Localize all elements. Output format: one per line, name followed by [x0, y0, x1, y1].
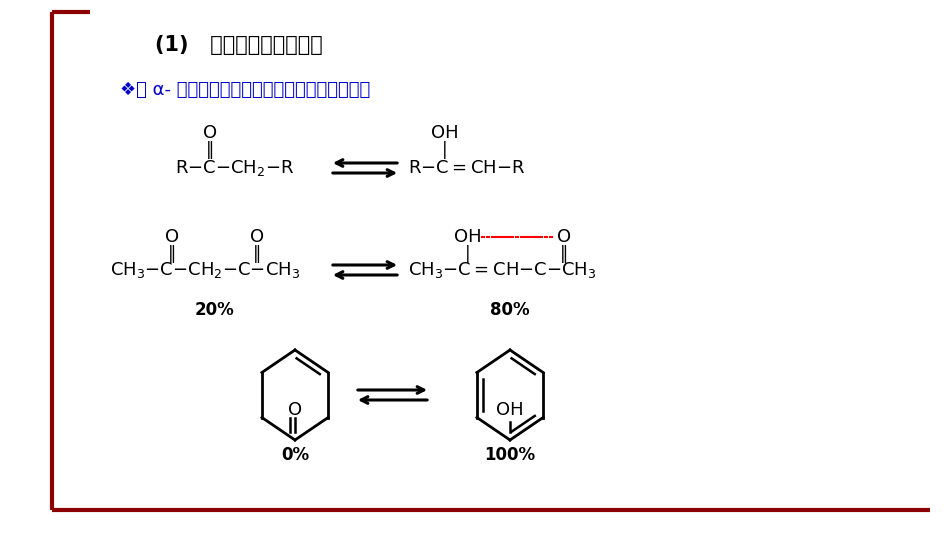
Text: 0%: 0%: [281, 446, 309, 464]
Text: OH: OH: [496, 401, 523, 419]
Text: |: |: [442, 141, 447, 159]
Text: CH$_3$$-$C$=$CH$-$C$-$CH$_3$: CH$_3$$-$C$=$CH$-$C$-$CH$_3$: [408, 260, 597, 280]
Text: O: O: [165, 228, 179, 246]
Text: O: O: [557, 228, 571, 246]
Text: 20%: 20%: [195, 301, 235, 319]
Text: O: O: [203, 124, 217, 142]
Text: |: |: [466, 245, 471, 263]
Text: ‖: ‖: [168, 245, 176, 263]
Text: ❖有 α- 氢的醒或酮以烯醇式和罰基式平衡存在。: ❖有 α- 氢的醒或酮以烯醇式和罰基式平衡存在。: [120, 81, 370, 99]
Text: ‖: ‖: [253, 245, 261, 263]
Text: OH: OH: [431, 124, 459, 142]
Text: OH: OH: [454, 228, 482, 246]
Text: O: O: [250, 228, 264, 246]
Text: CH$_3$$-$C$-$CH$_2$$-$C$-$CH$_3$: CH$_3$$-$C$-$CH$_2$$-$C$-$CH$_3$: [110, 260, 300, 280]
Text: ‖: ‖: [206, 141, 214, 159]
Text: 100%: 100%: [484, 446, 536, 464]
Text: R$-$C$-$CH$_2$$-$R: R$-$C$-$CH$_2$$-$R: [175, 158, 294, 178]
Text: O: O: [288, 401, 302, 419]
Text: (1)   罰基式－烯醇式互变: (1) 罰基式－烯醇式互变: [155, 35, 323, 55]
Text: 80%: 80%: [490, 301, 530, 319]
Text: ‖: ‖: [560, 245, 568, 263]
Text: R$-$C$=$CH$-$R: R$-$C$=$CH$-$R: [408, 159, 525, 177]
